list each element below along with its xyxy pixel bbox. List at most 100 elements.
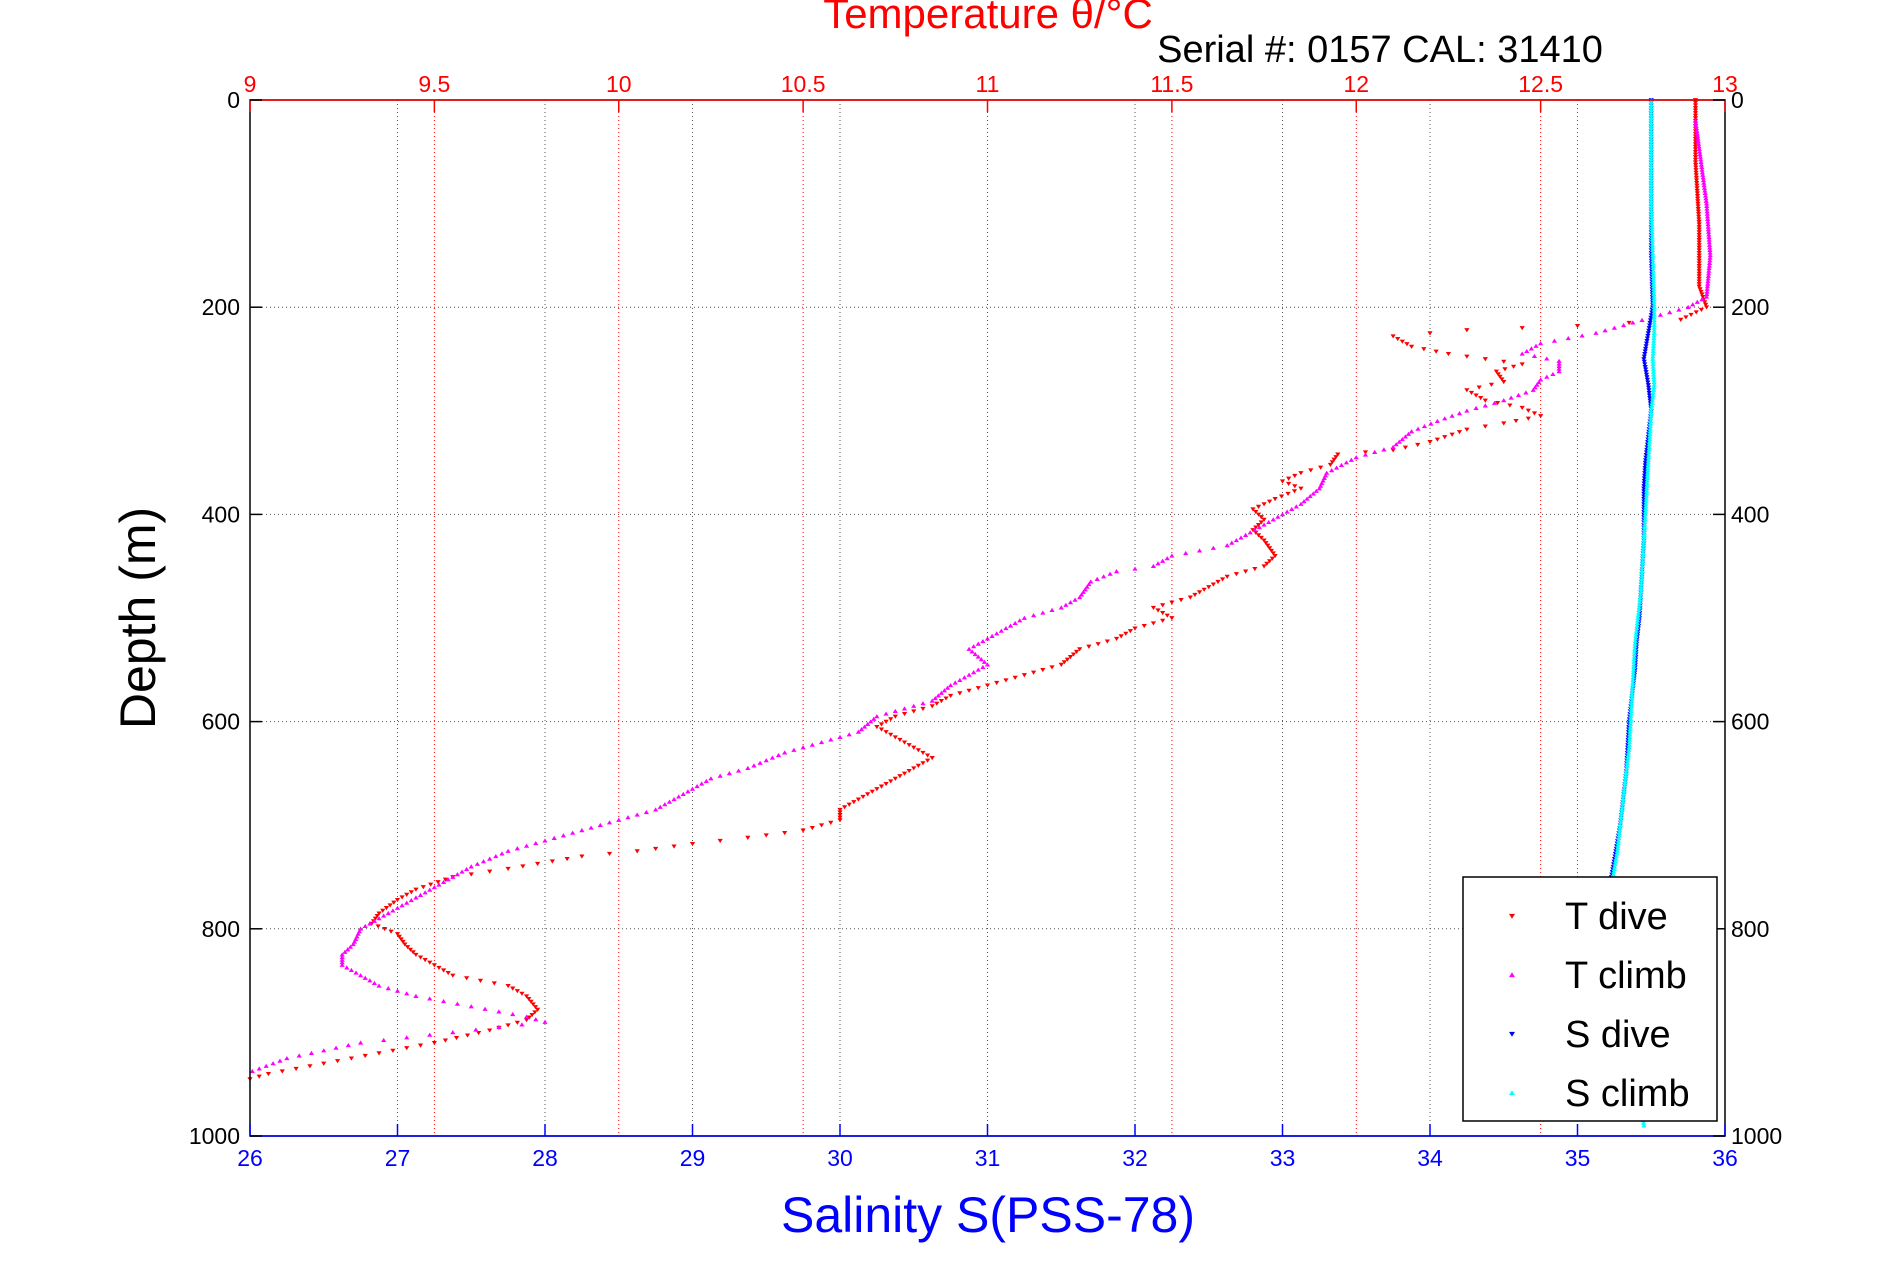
data-point [468,864,474,869]
data-point [1639,574,1645,579]
data-point [362,975,368,980]
data-point [1651,302,1657,307]
data-point [1141,623,1147,629]
data-point [1279,512,1286,517]
data-point [1618,815,1624,820]
data-point [1224,543,1230,548]
data-point [376,911,382,916]
data-point [1644,483,1650,488]
data-point [588,825,594,830]
data-point [1634,626,1640,631]
data-point [717,773,723,778]
data-point [1693,123,1699,128]
data-point [1698,162,1704,167]
data-point [1648,157,1654,162]
data-point [944,685,951,690]
data-point [1061,660,1067,665]
data-point [1645,380,1651,385]
data-point [1641,540,1647,545]
data-point [657,804,663,809]
data-point [308,1050,315,1055]
data-point [1698,307,1704,313]
data-point [975,641,981,646]
data-point [440,968,447,973]
data-point [394,897,401,903]
data-point [404,991,410,996]
data-point [1631,664,1637,670]
data-point [1650,268,1656,273]
x-bottom-tick-label: 30 [827,1145,853,1171]
data-point [924,753,931,758]
data-point [1699,165,1705,170]
data-point [510,986,516,991]
data-point [1697,287,1703,292]
x-bottom-tick-label: 35 [1565,1145,1591,1171]
data-point [1642,517,1648,522]
data-point [1692,155,1699,160]
data-point [871,716,877,721]
data-point [1696,261,1702,266]
data-point [1705,227,1712,232]
data-point [1617,825,1623,830]
data-point [1646,447,1652,452]
data-point [1706,271,1712,276]
y-axis-label: Depth (m) [110,507,166,729]
data-point [510,1011,516,1017]
data-point [371,918,378,923]
x-bottom-tick-label: 28 [532,1145,558,1171]
data-point [1702,188,1708,193]
data-point [1638,584,1644,589]
data-point [966,646,972,651]
data-point [1650,392,1656,398]
data-point [1404,342,1410,347]
data-point [1650,258,1656,263]
data-point [436,965,442,970]
data-point [1630,320,1636,325]
data-point [1169,553,1175,558]
data-point [1696,146,1702,152]
data-point [1478,396,1484,401]
data-point [653,807,659,812]
data-point [1196,590,1203,595]
data-point [1335,452,1341,457]
data-point [883,711,889,716]
data-point [1648,102,1654,107]
data-point [1648,177,1654,183]
data-point [782,830,788,836]
data-point [1647,434,1653,439]
data-point [1626,747,1632,752]
data-point [493,853,499,859]
x-bottom-tick-label: 36 [1712,1145,1738,1171]
data-point [1501,421,1507,426]
data-point [1633,628,1640,633]
data-point [1464,388,1470,393]
data-point [1132,626,1138,631]
data-point [1704,286,1710,291]
data-point [344,965,350,970]
data-point [1696,274,1702,279]
data-point [1627,732,1633,737]
data-point [1692,113,1699,118]
data-point [1644,488,1650,493]
data-point [1699,170,1706,175]
data-point [1644,339,1650,344]
data-point [634,849,640,854]
data-point [757,760,763,765]
y-left-tick-label: 400 [202,501,240,527]
data-point [935,693,941,698]
data-point [1272,497,1278,502]
data-point [929,698,935,703]
data-point [1639,569,1645,574]
data-point [897,737,903,743]
data-point [1622,784,1628,789]
data-point [1164,556,1170,561]
data-point [1685,304,1691,310]
data-point [417,892,424,897]
data-point [1696,258,1702,263]
data-point [851,800,857,805]
data-point [1696,282,1702,287]
data-point [1648,405,1655,411]
data-point [1645,383,1651,388]
data-point [1650,253,1656,258]
data-point [874,714,880,719]
